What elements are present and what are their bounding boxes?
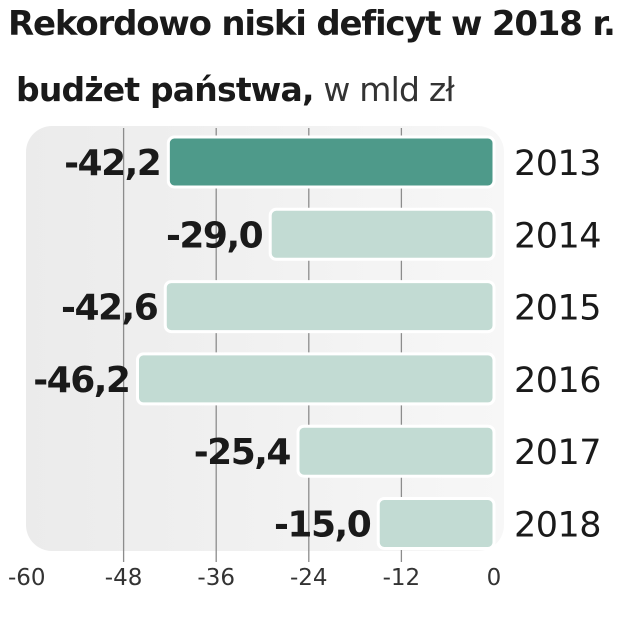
chart-title: Rekordowo niski deficyt w 2018 r.: [8, 4, 616, 44]
value-label-2017: -25,4: [194, 432, 291, 473]
value-labels: -42,2-29,0-42,6 -46,2 -25,4 -15,0: [33, 143, 372, 546]
category-label-2018: 2018: [514, 506, 601, 546]
x-tick-label: -36: [197, 565, 235, 591]
bar-2017: [296, 424, 496, 478]
bar-2013: [166, 135, 496, 189]
x-tick-label: -12: [383, 565, 421, 591]
value-label-2015: -42,6: [61, 288, 158, 329]
value-label-2018: -15,0: [274, 505, 371, 546]
x-tick-label: -48: [105, 565, 143, 591]
category-label-2015: 2015: [514, 289, 601, 329]
category-label-2016: 2016: [514, 361, 601, 401]
category-label-2017: 2017: [514, 433, 601, 473]
value-label-2013: -42,2: [64, 143, 160, 184]
category-label-2014: 2014: [514, 216, 601, 256]
grid-lines: [122, 128, 403, 562]
x-tick-label: 0: [487, 565, 502, 591]
subtitle-unit: w mld zł: [323, 70, 454, 109]
value-label-2016: -46,2: [33, 360, 129, 401]
x-tick-label: -24: [290, 565, 328, 591]
category-label-2013: 2013: [514, 144, 601, 184]
chart-subtitle: budżet państwa, w mld zł: [16, 70, 455, 110]
bar-2015: [163, 280, 496, 334]
plot-panel: [26, 126, 504, 551]
bar-2018: [376, 497, 496, 550]
subtitle-main: budżet państwa,: [16, 70, 314, 109]
bar-2014: [268, 207, 496, 261]
value-label-2014: -29,0: [166, 215, 263, 256]
x-tick-label: -60: [8, 565, 46, 591]
x-axis-ticks: -60 -48 -36 -24 -12 0: [8, 565, 501, 591]
bars: [135, 135, 496, 550]
category-labels: 2013 2014 2015 2016 2017 2018: [514, 144, 602, 546]
bar-2016: [135, 352, 496, 406]
